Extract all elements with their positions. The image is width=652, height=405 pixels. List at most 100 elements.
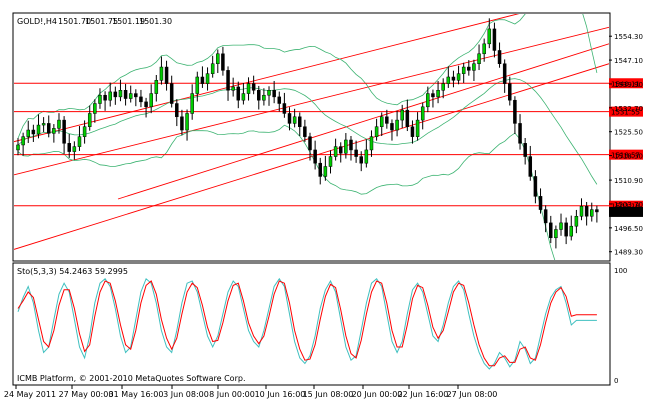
candle-body [400,109,404,121]
candle-body [441,83,445,91]
candle-body [543,209,548,224]
candle-body [369,136,374,151]
candle-body [528,156,533,177]
time-tick-label: 20 Jun 00:00 [352,390,403,399]
candle-body [559,222,563,230]
price-tick-label: 1518.30 [614,153,643,161]
candle-body [103,94,107,101]
candle-body [159,66,164,81]
middle-band [17,78,598,185]
footer-copyright: ICMB Platform, © 2001-2010 MetaQuotes So… [17,374,246,383]
candle-body [303,126,307,137]
candle-body [98,94,102,104]
candle-body [533,176,538,197]
indicator-title: Sto(5,3,3) 54.2463 59.2995 [17,267,128,276]
price-tick-label: 1539.90 [614,81,643,89]
candle-body [308,136,312,151]
sto-signal-line [17,280,597,367]
current-price-box [609,206,643,217]
candle-body [569,225,574,237]
candle-body [21,136,25,146]
candle-body [538,196,543,210]
candle-body [169,83,174,104]
time-tick-label: 10 Jun 16:00 [255,390,306,399]
candle-body [426,93,430,108]
candle-body [231,86,235,91]
candle-body [513,99,517,124]
candle-body [67,143,71,152]
price-tick-label: 1532.70 [614,105,643,113]
candle-body [118,90,123,98]
price-tick-label: 1547.10 [614,57,643,65]
candle-body [523,143,527,157]
candle-body [62,119,66,144]
candle-body [134,93,138,98]
candle-body [221,53,225,71]
candle-body [154,80,159,94]
candle-body [128,93,133,99]
candle-body [72,146,77,152]
candle-body [262,94,266,101]
current-price-label: 1501.30 [611,209,640,217]
candle-body [282,103,287,114]
candle-body [190,93,194,114]
candle-body [16,144,20,151]
candle-body [46,123,51,134]
candle-body [467,66,471,71]
candle-body [26,129,30,137]
candle-body [216,53,220,64]
stochastic-lines [17,277,597,370]
candle-body [298,116,302,127]
level-label: 1540.11 [611,80,640,88]
price-tick-label: 1525.50 [614,129,643,137]
candle-body [379,116,384,127]
candle-body [420,106,425,121]
candle-body [164,66,169,84]
candle-body [405,109,410,127]
ohlc-open: 1501.70 [58,17,91,26]
chart-title: GOLD!,H4 [17,17,57,26]
candle-body [456,73,461,81]
candle-body [82,126,87,137]
candle-body [236,86,241,101]
time-tick-label: 27 Jun 08:00 [447,390,498,399]
candle-body [328,156,333,167]
candle-body [226,70,230,91]
candle-body [492,28,497,51]
level-label: 1503.18 [611,203,640,211]
candle-body [87,113,92,127]
ohlc-close: 1501.30 [139,17,172,26]
price-tick-label: 1554.30 [614,33,643,41]
candle-body [318,162,322,177]
bollinger-bands [17,14,598,260]
candle-body [175,103,179,118]
candle-body [579,206,584,217]
candle-body [77,136,82,147]
candle-body [344,139,348,154]
level-label-box [609,149,643,160]
candle-body [149,93,153,108]
level-label-box [609,106,643,117]
time-tick-label: 3 Jun 08:00 [163,390,209,399]
time-tick-label: 31 May 16:00 [109,390,164,399]
candle-body [354,149,358,157]
candle-body [36,124,41,135]
level-label-box [609,78,643,89]
price-panel-frame [12,12,611,262]
candle-body [364,149,369,164]
candle-body [410,126,415,137]
candle-body [497,50,502,64]
candle-body [487,28,492,45]
candle-body [431,93,435,98]
candle-body [267,90,271,96]
candle-body [451,76,456,81]
level-label: 1531.55 [611,109,640,117]
indicator-panel-frame [12,262,611,386]
candle-body [385,116,389,124]
price-axis: 1501.30 1554.30 1547.10 1539.90 1532.70 1525.… [609,33,643,385]
candle-body [200,76,205,84]
time-tick-label: 22 Jun 16:00 [398,390,449,399]
candle-body [415,119,420,137]
price-tick-label: 1489.30 [614,249,643,257]
